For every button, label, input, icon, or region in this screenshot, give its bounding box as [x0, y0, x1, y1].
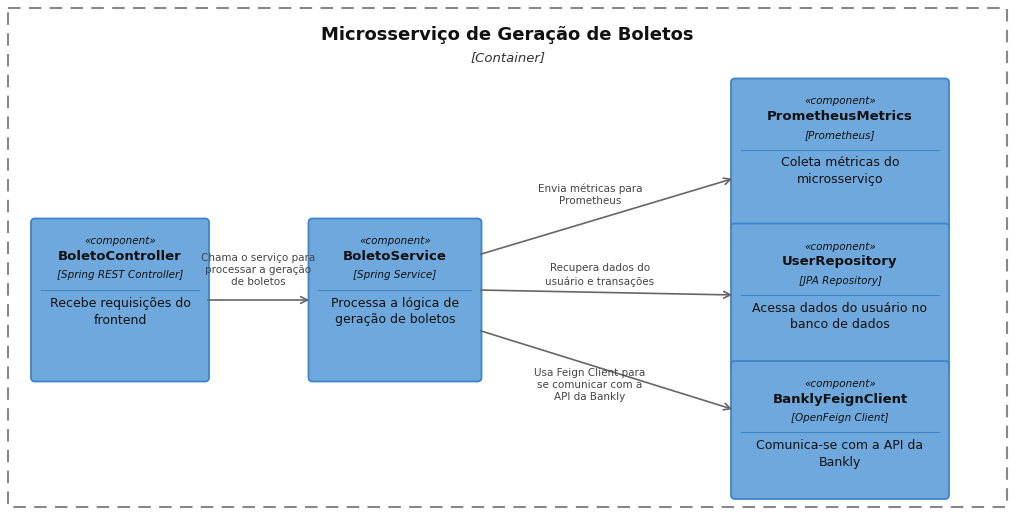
FancyBboxPatch shape: [31, 218, 209, 382]
FancyBboxPatch shape: [731, 361, 949, 499]
Text: Microsserviço de Geração de Boletos: Microsserviço de Geração de Boletos: [322, 26, 693, 44]
Text: «component»: «component»: [804, 379, 876, 389]
Text: Chama o serviço para
processar a geração
de boletos: Chama o serviço para processar a geração…: [201, 252, 315, 287]
Text: UserRepository: UserRepository: [783, 255, 897, 268]
Text: «component»: «component»: [804, 96, 876, 107]
Text: Usa Feign Client para
se comunicar com a
API da Bankly: Usa Feign Client para se comunicar com a…: [534, 368, 646, 402]
Text: [Container]: [Container]: [470, 52, 545, 64]
Text: [JPA Repository]: [JPA Repository]: [799, 276, 881, 285]
Text: BoletoService: BoletoService: [343, 250, 447, 264]
FancyBboxPatch shape: [731, 78, 949, 232]
Text: [Spring REST Controller]: [Spring REST Controller]: [57, 270, 183, 281]
Text: Recupera dados do
usuário e transações: Recupera dados do usuário e transações: [545, 264, 655, 286]
Text: Comunica-se com a API da
Bankly: Comunica-se com a API da Bankly: [756, 439, 924, 469]
Text: «component»: «component»: [804, 242, 876, 251]
Text: PrometheusMetrics: PrometheusMetrics: [767, 111, 912, 124]
Text: [Prometheus]: [Prometheus]: [805, 130, 875, 141]
Text: BanklyFeignClient: BanklyFeignClient: [772, 393, 907, 406]
Text: [OpenFeign Client]: [OpenFeign Client]: [791, 413, 889, 423]
Text: BoletoController: BoletoController: [58, 250, 182, 264]
Text: Coleta métricas do
microsserviço: Coleta métricas do microsserviço: [781, 157, 899, 186]
Text: Processa a lógica de
geração de boletos: Processa a lógica de geração de boletos: [331, 297, 459, 327]
Text: Acessa dados do usuário no
banco de dados: Acessa dados do usuário no banco de dado…: [752, 301, 928, 332]
Text: [Spring Service]: [Spring Service]: [353, 270, 436, 281]
FancyBboxPatch shape: [731, 224, 949, 376]
Text: Envia métricas para
Prometheus: Envia métricas para Prometheus: [538, 183, 642, 207]
FancyBboxPatch shape: [309, 218, 481, 382]
Text: «component»: «component»: [84, 236, 156, 247]
Text: Recebe requisições do
frontend: Recebe requisições do frontend: [50, 297, 191, 327]
Text: «component»: «component»: [359, 236, 431, 247]
